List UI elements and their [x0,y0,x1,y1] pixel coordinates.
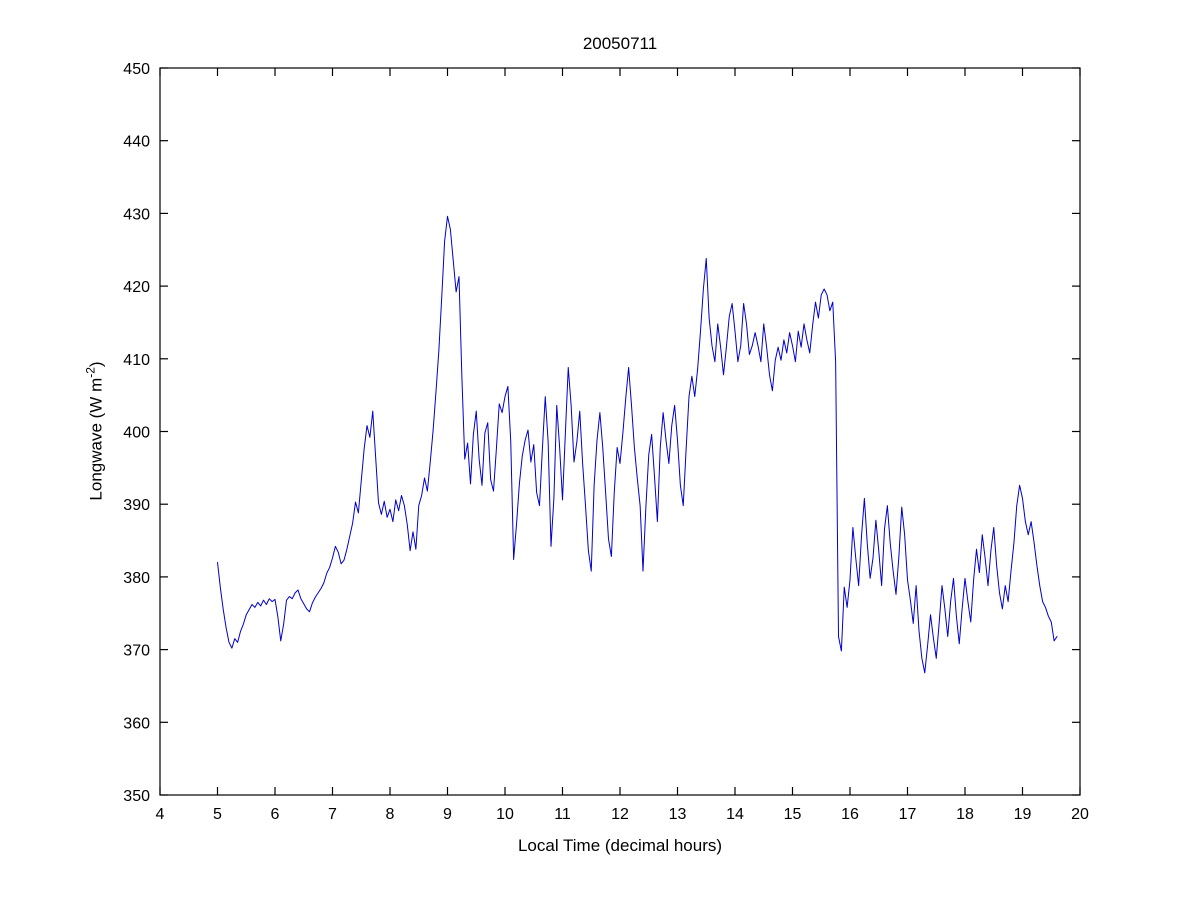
y-tick-label: 350 [123,788,150,805]
x-tick-label: 4 [156,806,165,823]
x-tick-label: 15 [784,806,802,823]
x-tick-label: 8 [386,806,395,823]
x-tick-label: 14 [726,806,744,823]
y-tick-label: 370 [123,643,150,660]
y-axis-label: Longwave (W m-2) [84,361,107,500]
y-axis-label-superscript: -2 [83,367,98,378]
x-tick-label: 9 [443,806,452,823]
y-tick-label: 420 [123,279,150,296]
x-tick-label: 10 [496,806,514,823]
x-tick-label: 20 [1071,806,1089,823]
y-axis-label-text: Longwave (W m [86,377,106,501]
y-tick-label: 380 [123,570,150,587]
x-tick-label: 7 [328,806,337,823]
x-tick-label: 13 [669,806,687,823]
x-tick-label: 12 [611,806,629,823]
y-tick-label: 410 [123,352,150,369]
y-tick-label: 450 [123,61,150,78]
y-axis-label-suffix: ) [86,361,106,368]
longwave-series-line [217,215,1058,674]
y-tick-label: 430 [123,206,150,223]
x-axis-label: Local Time (decimal hours) [517,836,723,855]
x-tick-label: 17 [899,806,917,823]
x-tick-label: 6 [271,806,280,823]
y-tick-label: 360 [123,715,150,732]
x-tick-label: 11 [554,806,571,823]
x-tick-label: 16 [841,806,859,823]
x-tick-label: 19 [1014,806,1032,823]
y-tick-label: 390 [123,497,150,514]
axes-box [159,67,1081,796]
y-tick-label: 440 [123,134,150,151]
chart-title: 20050711 [582,34,658,53]
y-tick-label: 400 [123,425,150,442]
x-tick-label: 5 [213,806,222,823]
x-tick-label: 18 [956,806,974,823]
